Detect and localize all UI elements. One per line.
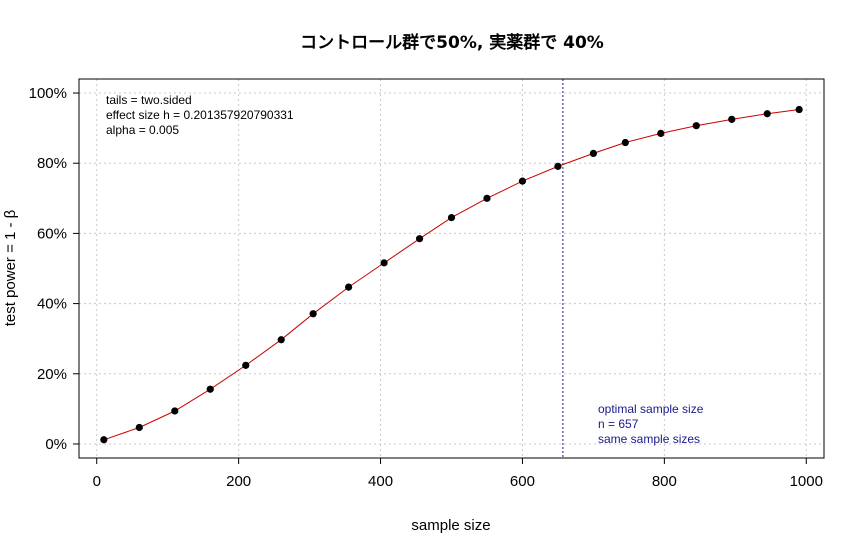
data-point (518, 177, 527, 185)
annotation-line: n = 657 (598, 417, 639, 431)
data-point (380, 259, 388, 267)
data-point (277, 336, 285, 344)
y-tick-label: 0% (45, 436, 67, 453)
data-point (657, 129, 665, 137)
data-point (795, 105, 803, 114)
annotation-line: optimal sample size (598, 402, 704, 416)
data-point (309, 310, 317, 318)
chart-title: コントロール群で50%, 実薬群で 40% (300, 32, 604, 53)
x-axis: 0 200 400 600 800 1000 (93, 458, 823, 490)
x-tick-label: 200 (226, 473, 251, 490)
data-point (728, 115, 736, 123)
data-point (621, 138, 629, 147)
data-point (415, 235, 424, 243)
y-tick-label: 40% (37, 296, 67, 313)
y-tick-label: 80% (37, 155, 67, 172)
y-tick-label: 60% (37, 225, 67, 242)
x-tick-label: 400 (368, 473, 393, 490)
data-point (763, 110, 771, 118)
data-point (171, 407, 179, 415)
data-point (206, 385, 214, 393)
param-line: effect size h = 0.201357920790331 (106, 108, 294, 122)
data-point (345, 283, 353, 291)
x-tick-label: 800 (652, 473, 677, 490)
y-tick-label: 100% (29, 85, 67, 102)
y-axis: 0% 20% 40% 60% 80% 100% (29, 85, 79, 453)
y-axis-label: test power = 1 - β (2, 209, 19, 326)
data-point (692, 122, 700, 130)
data-point (135, 423, 143, 432)
grid (79, 79, 824, 458)
plot-frame (78, 78, 825, 459)
param-line: alpha = 0.005 (106, 123, 179, 137)
data-point (242, 361, 250, 369)
param-line: tails = two.sided (106, 93, 192, 107)
data-point (554, 162, 562, 170)
x-tick-label: 600 (510, 473, 535, 490)
x-tick-label: 0 (93, 473, 101, 490)
x-axis-label: sample size (411, 517, 490, 534)
data-point (483, 194, 491, 202)
data-point (589, 149, 598, 157)
data-point (100, 436, 108, 444)
x-tick-label: 1000 (790, 473, 823, 490)
y-tick-label: 20% (37, 366, 67, 383)
annotation-line: same sample sizes (598, 432, 700, 446)
data-point (447, 214, 456, 222)
power-series (100, 105, 803, 444)
